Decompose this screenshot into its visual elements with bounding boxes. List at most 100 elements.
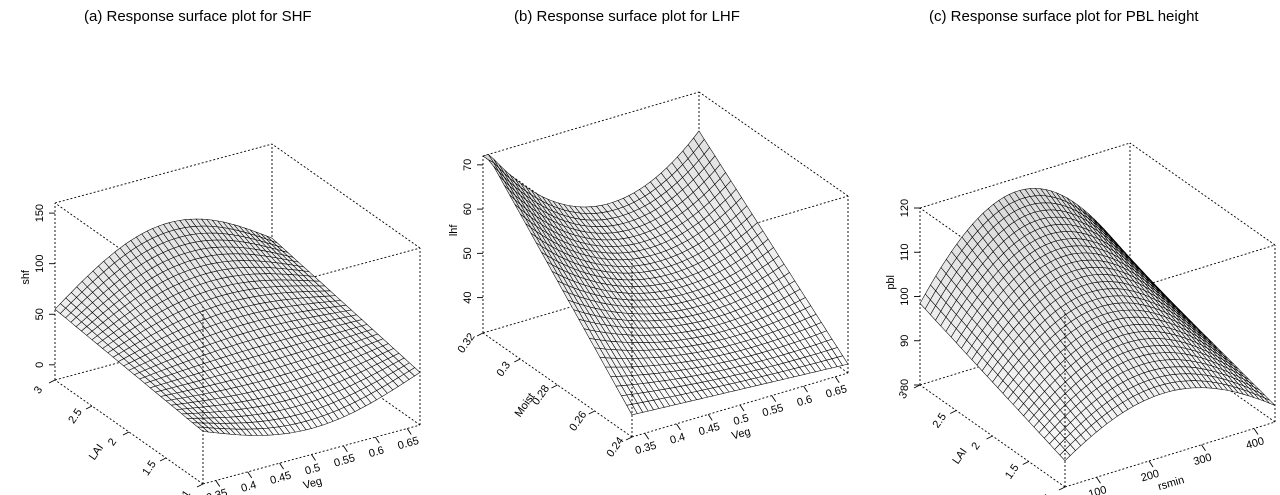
- x-tick-label: 0.65: [825, 383, 849, 400]
- y-tick-label: 0.3: [494, 360, 513, 379]
- panel-a-title: (a) Response surface plot for SHF: [84, 8, 312, 25]
- y-tick: [588, 410, 595, 415]
- y-tick-label: 2: [969, 440, 982, 452]
- x-tick: [215, 480, 221, 487]
- x-tick: [311, 454, 316, 461]
- x-tick-label: 0.55: [333, 452, 357, 469]
- x-axis-label: Veg: [730, 426, 752, 443]
- z-axis-label: lhf: [448, 224, 460, 237]
- z-axis-label: shf: [20, 269, 32, 285]
- x-tick-label: 0.4: [669, 431, 687, 447]
- box-edge-5: [919, 142, 1131, 209]
- y-tick: [122, 431, 130, 436]
- y-tick: [625, 436, 633, 441]
- y-tick-label: 1.5: [1003, 462, 1022, 481]
- surface-cell: [1264, 397, 1276, 406]
- x-axis-label: rsmin: [1157, 474, 1186, 493]
- x-tick-label: 0.65: [396, 435, 420, 452]
- x-tick-label: 200: [1140, 468, 1161, 485]
- x-tick-label: 0.45: [269, 470, 293, 487]
- x-tick: [739, 404, 745, 412]
- y-tick-label: 0.26: [567, 409, 589, 433]
- z-tick-label: 40: [462, 291, 474, 303]
- x-tick-label: 0.6: [796, 393, 814, 409]
- x-tick: [1201, 444, 1206, 451]
- x-tick-label: 0.5: [732, 412, 750, 428]
- surface-mesh: [919, 188, 1276, 462]
- y-tick: [551, 384, 558, 389]
- z-tick-label: 100: [899, 287, 911, 305]
- x-tick: [1096, 477, 1101, 484]
- z-tick-label: 70: [462, 159, 474, 171]
- z-tick-label: 50: [462, 247, 474, 259]
- y-tick-label: 1: [180, 488, 193, 495]
- z-axis-label: pbl: [885, 275, 897, 290]
- y-tick: [85, 405, 93, 410]
- box-edge-5: [482, 91, 700, 157]
- y-tick: [196, 483, 204, 488]
- x-tick: [343, 445, 348, 453]
- surface-mesh: [482, 130, 849, 416]
- y-tick-label: 3: [897, 389, 910, 401]
- y-tick-label: 0.32: [455, 331, 477, 355]
- y-axis-label: LAI: [87, 442, 106, 462]
- z-tick-label: 80: [899, 379, 911, 391]
- y-tick: [986, 435, 993, 440]
- box-edge-5: [54, 143, 273, 204]
- y-tick: [950, 410, 957, 414]
- x-tick: [374, 436, 380, 444]
- panel-c-title: (c) Response surface plot for PBL height: [929, 8, 1199, 25]
- panel-b-title: (b) Response surface plot for LHF: [514, 8, 740, 25]
- z-tick-label: 150: [34, 204, 46, 222]
- box-edge-6: [271, 143, 421, 249]
- x-tick-label: 0.4: [240, 479, 258, 495]
- y-tick-label: 2: [106, 436, 119, 448]
- y-tick-label: 0.24: [604, 435, 626, 459]
- z-tick-label: 110: [899, 243, 911, 261]
- y-tick-label: 2.5: [66, 407, 85, 426]
- panel-c-pbl: 100 200 300 400 rsmin 1 1.5 2 2.5 3 LAI 80 90 100 110 1…: [885, 142, 1276, 495]
- z-tick-label: 60: [462, 203, 474, 215]
- x-tick: [1253, 428, 1259, 435]
- surface-mesh: [54, 218, 421, 436]
- y-tick: [514, 358, 521, 363]
- x-tick-label: 300: [1192, 452, 1213, 469]
- x-tick: [247, 471, 253, 479]
- box-front-edge-0: [1064, 421, 1276, 488]
- panel-b-lhf: 0.350.40.450.50.550.60.65Veg0.240.260.28…: [448, 91, 849, 459]
- y-tick-label: 3: [32, 384, 45, 396]
- y-tick: [159, 457, 167, 462]
- x-tick: [676, 423, 681, 431]
- z-tick-label: 120: [899, 199, 911, 217]
- surface-cell: [408, 367, 421, 377]
- x-tick: [803, 385, 808, 393]
- z-tick-label: 100: [34, 255, 46, 273]
- x-tick: [707, 414, 713, 421]
- x-tick-label: 0.35: [205, 487, 229, 495]
- x-tick: [771, 395, 777, 402]
- x-tick-label: 0.5: [304, 462, 322, 478]
- x-tick-label: 100: [1087, 484, 1108, 495]
- y-tick: [1022, 461, 1029, 465]
- x-tick: [406, 428, 412, 435]
- y-tick: [913, 384, 921, 389]
- x-tick-label: 0.35: [634, 440, 658, 457]
- y-tick: [48, 379, 56, 384]
- x-tick-label: 400: [1245, 435, 1266, 452]
- x-axis-label: Veg: [302, 475, 324, 492]
- z-tick-label: 0: [34, 362, 46, 368]
- x-tick-label: 0.55: [761, 402, 785, 419]
- surface-cell: [836, 355, 849, 366]
- x-tick: [1148, 460, 1154, 468]
- x-tick-label: 0.6: [367, 444, 385, 460]
- x-tick: [834, 376, 840, 384]
- box-edge-6: [1129, 142, 1276, 246]
- z-tick-label: 90: [899, 335, 911, 347]
- x-tick: [644, 432, 650, 440]
- y-tick-label: 1: [1042, 491, 1055, 495]
- panel-a-shf: 0.35 0.4 0.45 0.5 0.55 0.6 0.65 Veg 1 1.5 2 2.5 3 LAI…: [20, 143, 421, 495]
- y-tick: [1058, 486, 1066, 491]
- y-tick-label: 1.5: [140, 459, 159, 478]
- z-tick-label: 50: [34, 308, 46, 320]
